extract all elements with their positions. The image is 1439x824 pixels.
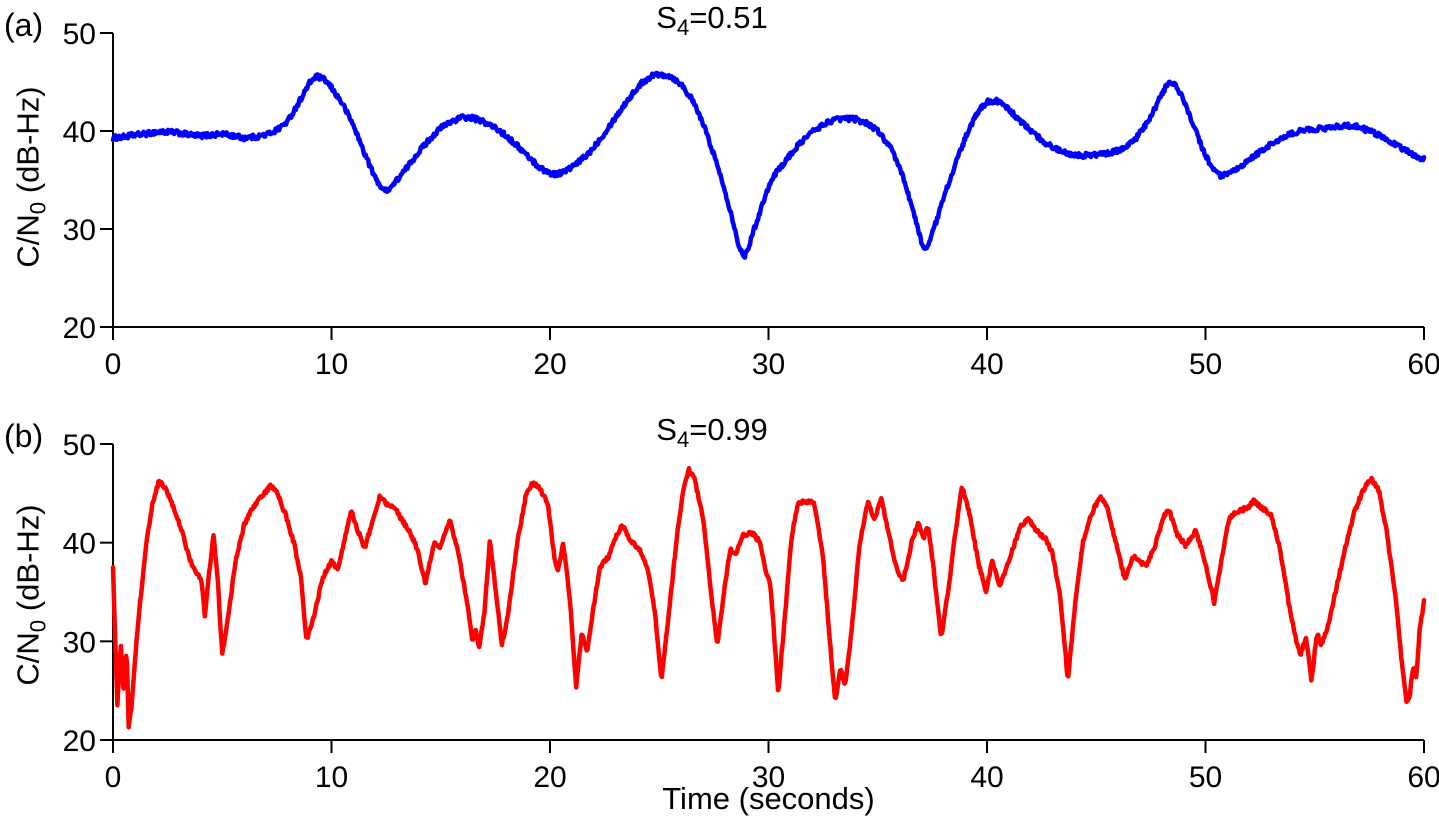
x-tick-label-b: 0	[105, 761, 122, 794]
title-b-base: S	[656, 412, 677, 447]
y-tick-label-a: 30	[63, 214, 96, 247]
x-tick-label-a: 10	[315, 348, 348, 381]
axes-frame-a	[112, 33, 1424, 328]
y-tick-label-a: 40	[63, 116, 96, 149]
title-a-base: S	[656, 0, 677, 35]
y-tick-label-a: 20	[63, 312, 96, 345]
panel-b-letter: (b)	[4, 418, 44, 454]
signal-trace-a	[110, 70, 1427, 260]
title-b-value: =0.99	[689, 412, 768, 447]
x-tick-label-b: 10	[315, 761, 348, 794]
y-tick-label-b: 30	[63, 626, 96, 659]
x-axis-title: Time (seconds)	[662, 781, 875, 816]
x-tick-label-b: 20	[533, 761, 566, 794]
title-a-subscript: 4	[676, 15, 690, 41]
panel-a-title: S4=0.51	[0, 0, 1424, 41]
y-tick-label-b: 40	[63, 528, 96, 561]
ylabel-a-base: C/N	[10, 214, 46, 268]
x-tick-label-a: 60	[1407, 348, 1439, 381]
x-tick-label-a: 30	[752, 348, 785, 381]
x-tick-label-a: 20	[533, 348, 566, 381]
axes-frame-b	[112, 444, 1424, 741]
ylabel-a-unit: (dB-Hz)	[10, 86, 46, 202]
x-tick-label-b: 60	[1407, 761, 1439, 794]
ylabel-b-unit: (dB-Hz)	[10, 504, 46, 620]
x-tick-label-b: 50	[1189, 761, 1222, 794]
x-tick-label-b: 30	[752, 761, 785, 794]
ylabel-b-base: C/N	[10, 632, 46, 686]
ylabel-b-subscript: 0	[25, 619, 51, 633]
x-tick-label-a: 0	[105, 348, 122, 381]
x-tick-label-b: 40	[970, 761, 1003, 794]
ylabel-a-subscript: 0	[25, 201, 51, 215]
panel-b-y-axis-label: C/N0 (dB-Hz)	[10, 504, 51, 686]
x-tick-label-a: 40	[970, 348, 1003, 381]
x-tick-label-a: 50	[1189, 348, 1222, 381]
y-tick-label-b: 20	[63, 725, 96, 758]
panel-a-y-axis-label: C/N0 (dB-Hz)	[10, 86, 51, 268]
title-b-subscript: 4	[676, 427, 690, 453]
y-tick-label-b: 50	[63, 429, 96, 462]
signal-trace-b	[110, 465, 1427, 730]
panel-b-title: S4=0.99	[0, 412, 1424, 453]
title-a-value: =0.51	[689, 0, 768, 35]
y-tick-label-a: 50	[63, 18, 96, 51]
panel-a-letter: (a)	[4, 7, 44, 43]
